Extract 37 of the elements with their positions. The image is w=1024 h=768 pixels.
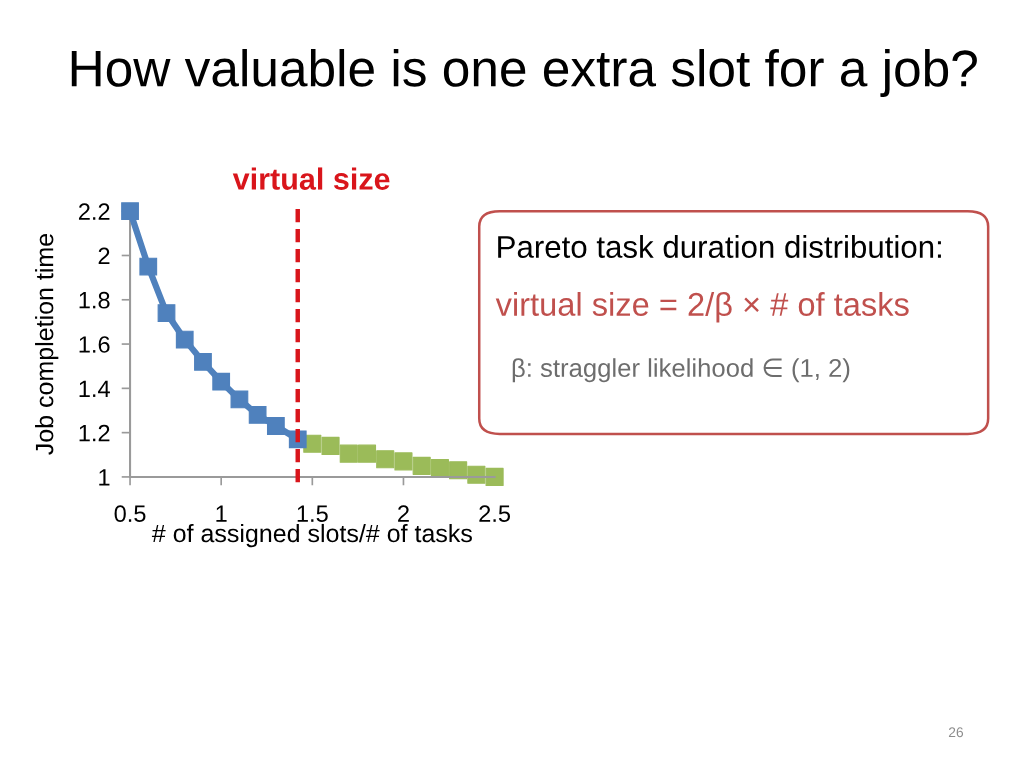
y-tick-label: 2	[98, 247, 110, 265]
y-tick-label: 1.2	[79, 424, 110, 442]
point	[412, 456, 431, 475]
point	[376, 450, 395, 469]
text: virtual size = 2/β × # of tasks	[495, 291, 909, 323]
point	[394, 452, 413, 471]
point	[339, 444, 358, 463]
y-tick-label: 1.6	[79, 336, 110, 353]
point	[266, 417, 285, 435]
point	[139, 257, 158, 276]
x-tick-label: 0.5	[114, 505, 146, 523]
point	[248, 406, 267, 424]
point	[212, 372, 231, 391]
point	[485, 467, 504, 486]
text: β: straggler likelihood ∈ (1, 2)	[512, 358, 850, 383]
y-tick-label: 1.4	[79, 380, 110, 397]
chart-title: How valuable is one extra slot for a job?	[71, 49, 977, 97]
point	[194, 352, 212, 371]
ref-line-label: virtual size	[232, 167, 390, 190]
point	[357, 444, 377, 463]
x-tick-label: 2.5	[479, 505, 511, 523]
y-axis-title: Job completion time	[35, 234, 59, 455]
point	[157, 304, 176, 322]
text: Pareto task duration distribution:	[498, 235, 941, 258]
x-axis-title: # of assigned slots/# of tasks	[151, 523, 472, 548]
point	[175, 330, 194, 349]
y-tick-label: 1	[99, 469, 110, 486]
point	[321, 436, 340, 455]
y-tick-label: 2.2	[78, 203, 110, 220]
y-tick-label: 1.8	[79, 291, 110, 309]
point	[430, 459, 449, 478]
x-tick-label: 1	[216, 505, 227, 522]
point	[121, 202, 139, 221]
x-tick-label: 1.5	[297, 505, 328, 523]
text: 26	[948, 727, 964, 738]
point	[230, 390, 249, 409]
x-tick-label: 2	[398, 505, 409, 522]
